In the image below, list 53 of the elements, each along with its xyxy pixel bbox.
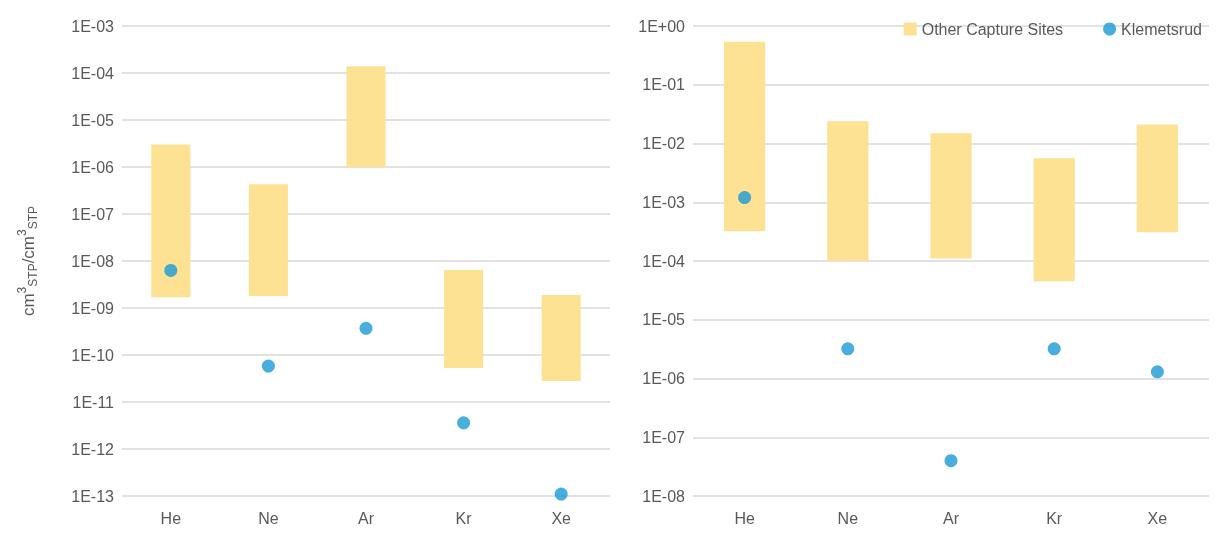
bar — [930, 133, 972, 259]
y-axis-title: cm3STP/cm3STP — [15, 205, 40, 317]
legend-label: Klemetsrud — [1121, 20, 1202, 38]
point — [359, 321, 373, 335]
point — [738, 191, 752, 205]
bar — [1136, 124, 1179, 233]
y-tick-label: 1E-05 — [642, 311, 686, 329]
y-tick-label: 1E-10 — [71, 346, 115, 364]
y-tick-label: 1E-07 — [642, 428, 686, 446]
y-tick-label: 1E-08 — [71, 252, 115, 270]
y-tick-label: 1E-04 — [642, 252, 686, 270]
y-tick-label: 1E-07 — [71, 205, 115, 223]
x-tick-label: Kr — [1046, 509, 1063, 527]
y-tick-label: 1E-02 — [642, 135, 686, 152]
y-tick-label: 1E-09 — [71, 299, 115, 317]
y-tick-label: 1E-01 — [642, 76, 686, 94]
x-tick-label: Kr — [455, 509, 473, 527]
point — [554, 487, 568, 501]
x-tick-label: Ar — [943, 509, 960, 527]
point — [457, 416, 471, 430]
point — [841, 342, 855, 356]
y-tick-label: 1E-08 — [642, 487, 686, 505]
bar — [444, 269, 484, 368]
x-tick-label: Xe — [551, 509, 572, 527]
x-tick-label: Ar — [358, 509, 375, 527]
bar — [541, 294, 581, 381]
y-tick-label: 1E-06 — [642, 370, 686, 387]
bar — [151, 144, 191, 298]
y-tick-label: 1E-05 — [71, 111, 115, 129]
x-tick-label: He — [734, 509, 755, 527]
y-tick-label: 1E-03 — [642, 193, 686, 211]
y-tick-label: 1E-06 — [71, 158, 115, 176]
x-tick-label: Ne — [258, 509, 279, 527]
point — [1047, 342, 1061, 356]
point — [164, 263, 178, 277]
y-tick-label: 1E-13 — [71, 487, 115, 505]
x-tick-label: Ne — [837, 509, 859, 527]
bar — [346, 66, 386, 167]
bar — [1033, 158, 1075, 282]
y-tick-label: 1E+00 — [638, 17, 686, 35]
y-tick-label: 1E-03 — [71, 17, 115, 35]
legend-label: Other Capture Sites — [921, 20, 1064, 38]
y-tick-label: 1E-04 — [71, 64, 115, 82]
point — [944, 454, 958, 468]
point — [1150, 365, 1164, 379]
bar — [723, 41, 766, 232]
point — [261, 359, 275, 373]
x-tick-label: Xe — [1147, 509, 1168, 527]
x-tick-label: He — [160, 509, 182, 527]
y-tick-label: 1E-11 — [72, 393, 115, 411]
y-tick-label: 1E-12 — [71, 440, 115, 458]
bar — [827, 121, 869, 261]
bar — [248, 184, 288, 296]
